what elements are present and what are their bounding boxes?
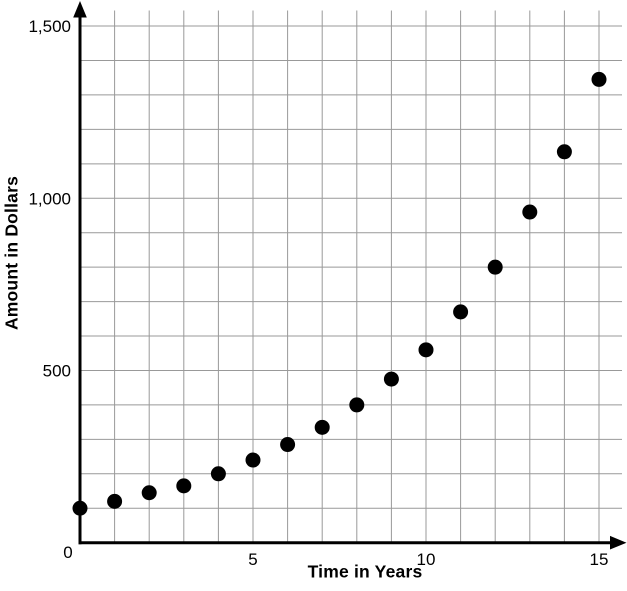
data-point [107,493,123,509]
x-tick-label: 5 [248,550,257,569]
y-tick-label: 500 [43,361,71,380]
x-tick-label: 10 [417,550,436,569]
data-point [280,437,296,453]
y-axis-title: Amount in Dollars [1,175,22,331]
data-point [591,71,607,87]
data-point [141,485,157,501]
data-point [349,397,365,413]
data-point [210,466,226,482]
data-point [383,371,399,387]
data-point [487,259,503,275]
y-tick-label: 1,500 [28,17,71,36]
y-axis-arrow-icon [73,1,87,18]
x-axis-arrow-icon [610,535,627,550]
x-tick-label: 0 [63,543,72,562]
data-point [522,204,538,220]
data-point [245,452,261,468]
data-point [176,478,192,494]
y-tick-label: 1,000 [28,189,71,208]
data-point [556,144,572,160]
data-point [418,342,434,358]
x-tick-label: 15 [590,550,609,569]
data-point [453,304,469,320]
data-point [314,419,330,435]
data-point [72,500,88,516]
x-axis-title: Time in Years [307,561,423,582]
